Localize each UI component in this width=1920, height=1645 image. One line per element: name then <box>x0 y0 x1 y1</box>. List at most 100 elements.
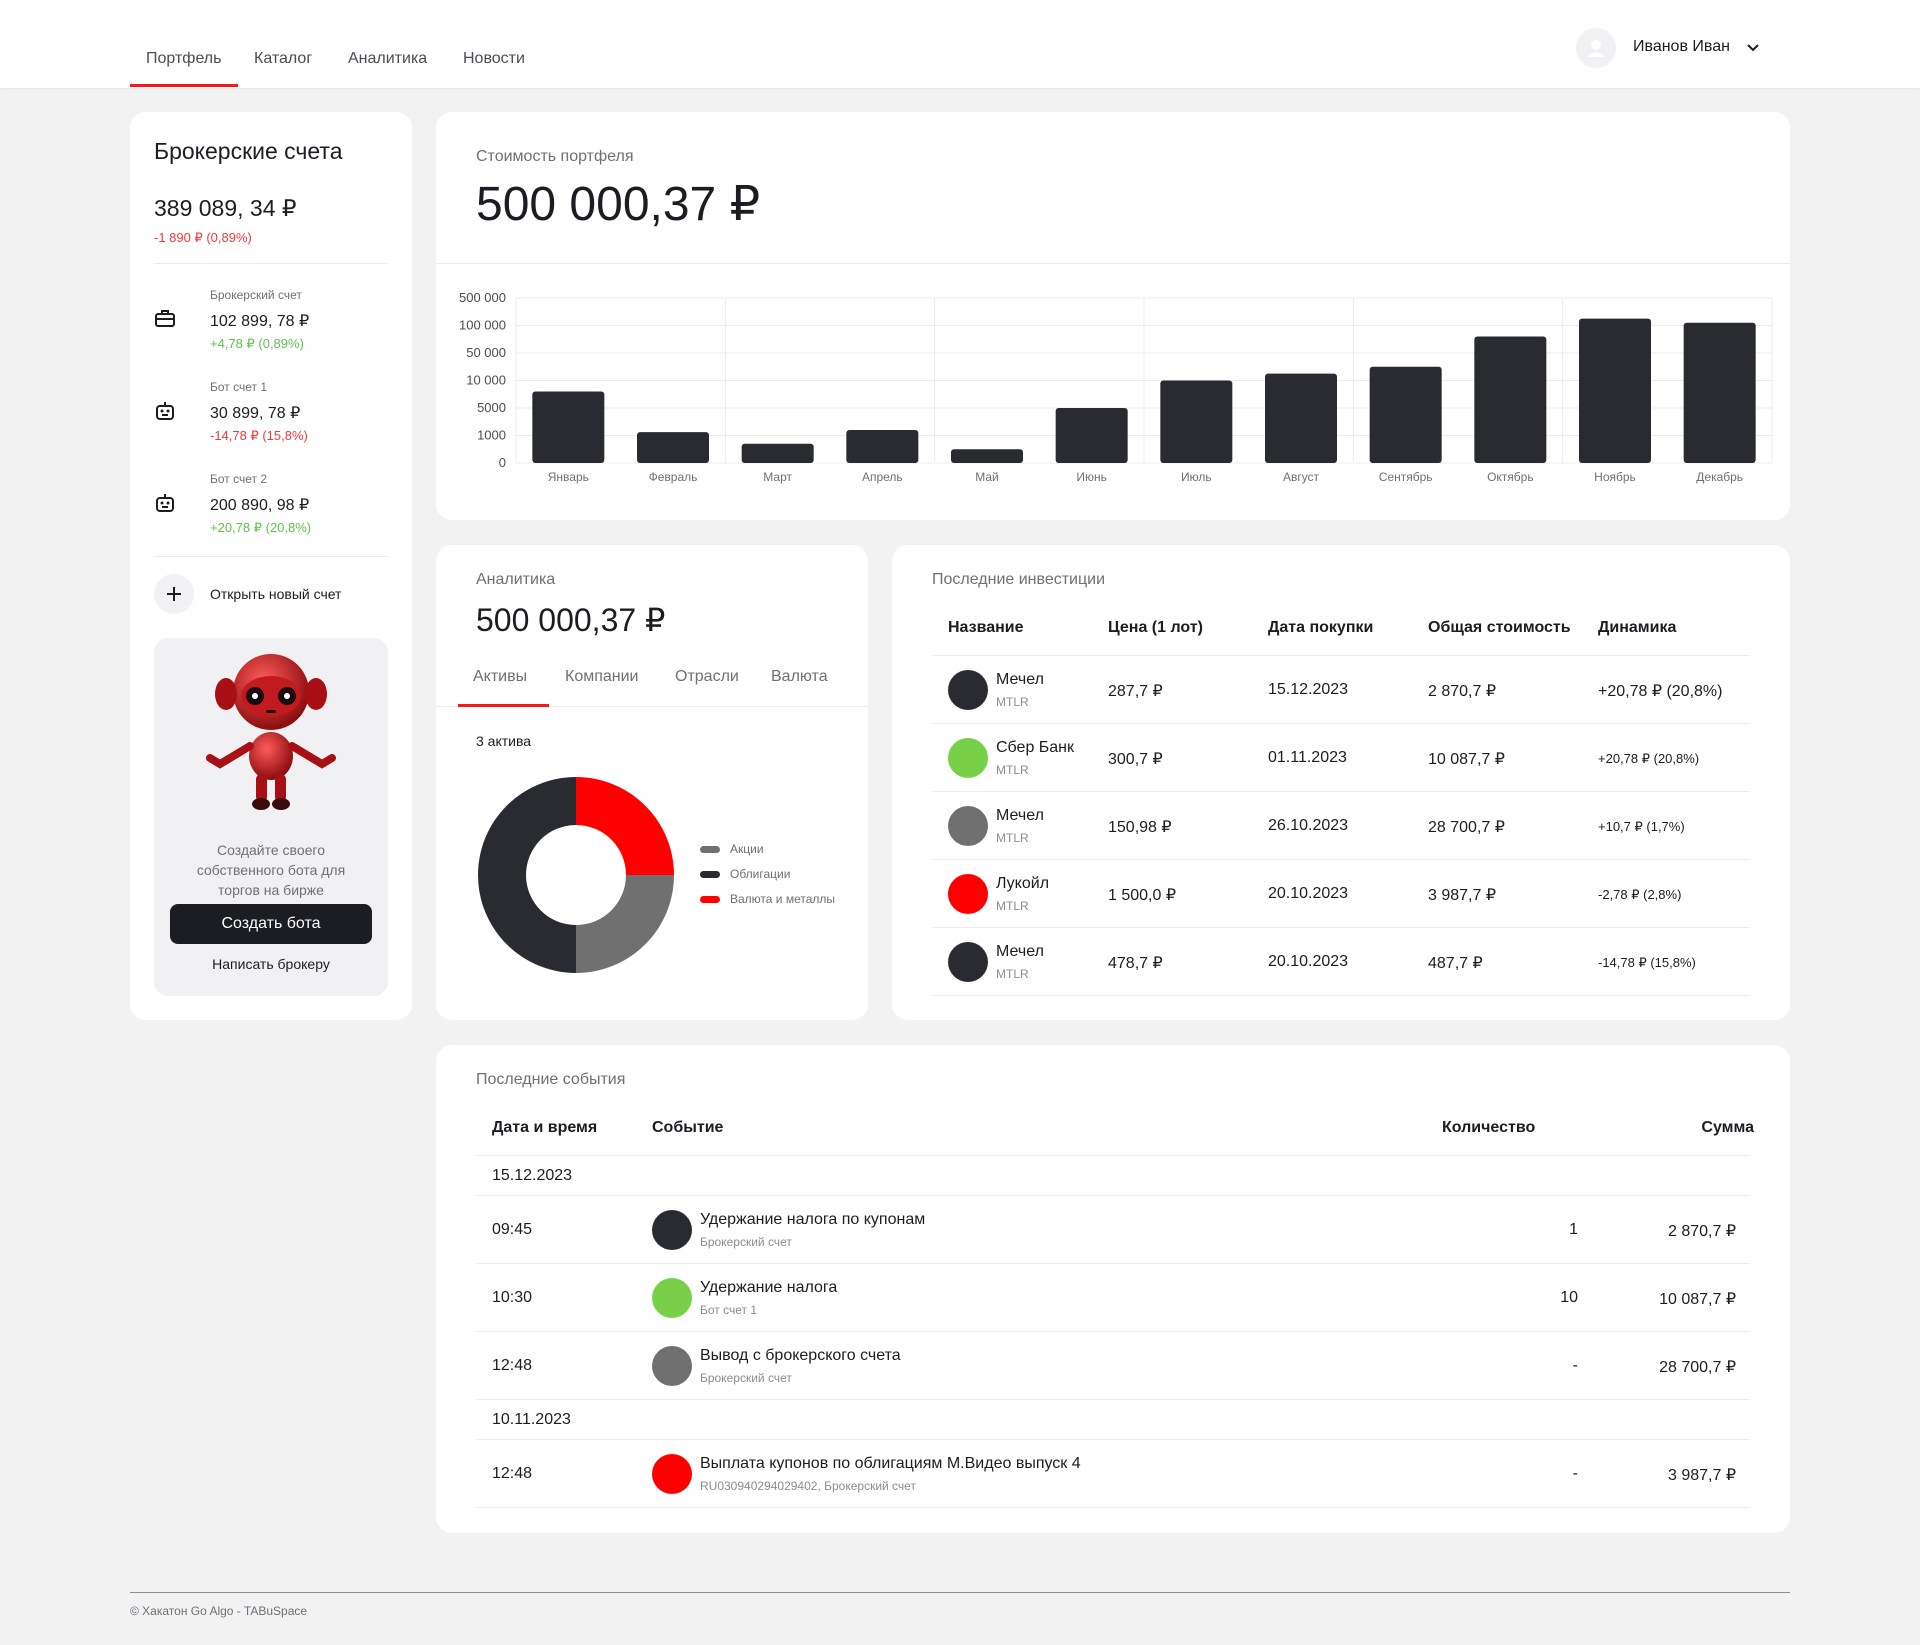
divider <box>932 927 1750 928</box>
investments-title: Последние инвестиции <box>932 571 1106 588</box>
tab-industries[interactable]: Отрасли <box>675 668 739 685</box>
total-cost: 2 870,7 ₽ <box>1428 683 1497 700</box>
company-logo <box>948 670 988 710</box>
event-icon <box>652 1278 692 1318</box>
tab-catalog[interactable]: Каталог <box>254 50 313 67</box>
bar <box>1683 322 1756 463</box>
total-cost: 28 700,7 ₽ <box>1428 819 1505 836</box>
portfolio-value: 500 000,37 ₽ <box>476 178 761 231</box>
price: 150,98 ₽ <box>1108 819 1172 836</box>
legend-label: Акции <box>730 842 764 856</box>
bar <box>637 432 709 463</box>
accounts-total-change: -1 890 ₽ (0,89%) <box>154 230 252 245</box>
dynamic: +10,7 ₽ (1,7%) <box>1598 819 1685 834</box>
y-tick-label: 0 <box>499 455 506 470</box>
write-broker-link[interactable]: Написать брокеру <box>212 956 330 972</box>
event-name: Удержание налога по купонам <box>700 1211 926 1228</box>
divider <box>436 263 1790 264</box>
price: 1 500,0 ₽ <box>1108 887 1177 904</box>
bar <box>741 443 814 463</box>
company-logo <box>948 874 988 914</box>
portfolio-card: Стоимость портфеля 500 000,37 ₽ 500 000 1… <box>436 112 1790 520</box>
event-name: Выплата купонов по облигациям М.Видео вы… <box>700 1455 1081 1472</box>
tab-currency[interactable]: Валюта <box>771 668 828 685</box>
total-cost: 487,7 ₽ <box>1428 955 1483 972</box>
account-label: Бот счет 2 <box>210 472 268 486</box>
company-name: Лукойл <box>996 875 1050 892</box>
divider <box>932 791 1750 792</box>
event-quantity: 10 <box>1560 1289 1578 1306</box>
x-tick-label: Ноябрь <box>1594 470 1636 484</box>
footer-text: © Хакатон Go Algo - TABuSpace <box>130 1604 308 1618</box>
col-quantity: Количество <box>1442 1119 1536 1136</box>
x-tick-label: Июль <box>1181 470 1212 484</box>
price: 300,7 ₽ <box>1108 751 1163 768</box>
total-cost: 3 987,7 ₽ <box>1428 887 1497 904</box>
col-name: Название <box>948 619 1024 636</box>
bar <box>1369 366 1442 463</box>
user-name[interactable]: Иванов Иван <box>1633 38 1730 55</box>
dynamic: +20,78 ₽ (20,8%) <box>1598 683 1723 700</box>
robot-mascot-image <box>206 654 336 810</box>
x-tick-label: Октябрь <box>1487 470 1534 484</box>
x-tick-label: Март <box>763 470 792 484</box>
tab-analytics[interactable]: Аналитика <box>348 50 428 67</box>
bar <box>532 391 605 463</box>
bar <box>1474 336 1547 463</box>
events-title: Последние события <box>476 1071 626 1088</box>
divider <box>154 263 388 264</box>
bar <box>1265 373 1337 463</box>
y-tick-label: 50 000 <box>466 345 506 360</box>
divider <box>154 556 388 557</box>
legend-swatch <box>700 896 720 903</box>
company-name: Мечел <box>996 943 1044 960</box>
x-tick-label: Август <box>1283 470 1320 484</box>
user-icon <box>1587 40 1605 57</box>
ticker: MTLR <box>996 831 1029 845</box>
col-price: Цена (1 лот) <box>1108 619 1203 636</box>
event-quantity: - <box>1572 1465 1578 1482</box>
legend-swatch <box>700 871 720 878</box>
y-tick-label: 10 000 <box>466 373 506 388</box>
tab-companies[interactable]: Компании <box>565 668 639 685</box>
company-logo <box>948 806 988 846</box>
divider <box>476 1331 1750 1332</box>
purchase-date: 20.10.2023 <box>1268 885 1349 902</box>
accounts-total: 389 089, 34 ₽ <box>154 195 297 221</box>
ticker: MTLR <box>996 899 1029 913</box>
event-sum: 10 087,7 ₽ <box>1659 1291 1736 1308</box>
divider <box>476 1507 1750 1508</box>
open-account-label: Открыть новый счет <box>210 586 342 602</box>
legend-label: Облигации <box>730 867 791 881</box>
tab-assets[interactable]: Активы <box>473 668 528 685</box>
account-label: Бот счет 1 <box>210 380 268 394</box>
tab-news[interactable]: Новости <box>463 50 525 67</box>
col-datetime: Дата и время <box>492 1119 598 1136</box>
purchase-date: 01.11.2023 <box>1268 749 1347 766</box>
event-time: 12:48 <box>492 1357 533 1374</box>
chevron-down-icon[interactable] <box>1746 41 1760 55</box>
account-value: 102 899, 78 ₽ <box>210 313 310 330</box>
x-tick-label: Апрель <box>862 470 903 484</box>
event-name: Удержание налога <box>700 1279 838 1296</box>
divider <box>476 1263 1750 1264</box>
active-subtab-indicator <box>458 704 549 707</box>
bar <box>846 430 919 463</box>
tab-portfolio[interactable]: Портфель <box>146 50 222 67</box>
donut-slice <box>576 777 674 875</box>
company-name: Мечел <box>996 807 1044 824</box>
bot-promo: Создайте своего собственного бота для то… <box>154 638 388 996</box>
x-tick-label: Февраль <box>649 470 698 484</box>
avatar[interactable] <box>1576 28 1616 68</box>
divider <box>932 995 1750 996</box>
purchase-date: 26.10.2023 <box>1268 817 1349 834</box>
divider <box>476 1155 1750 1156</box>
purchase-date: 20.10.2023 <box>1268 953 1349 970</box>
create-bot-button[interactable]: Создать бота <box>170 904 372 944</box>
footer-divider <box>130 1592 1790 1593</box>
assets-count: 3 актива <box>476 733 532 749</box>
event-account: Брокерский счет <box>700 1371 792 1385</box>
account-change: +20,78 ₽ (20,8%) <box>210 520 312 535</box>
bar <box>1579 318 1651 463</box>
